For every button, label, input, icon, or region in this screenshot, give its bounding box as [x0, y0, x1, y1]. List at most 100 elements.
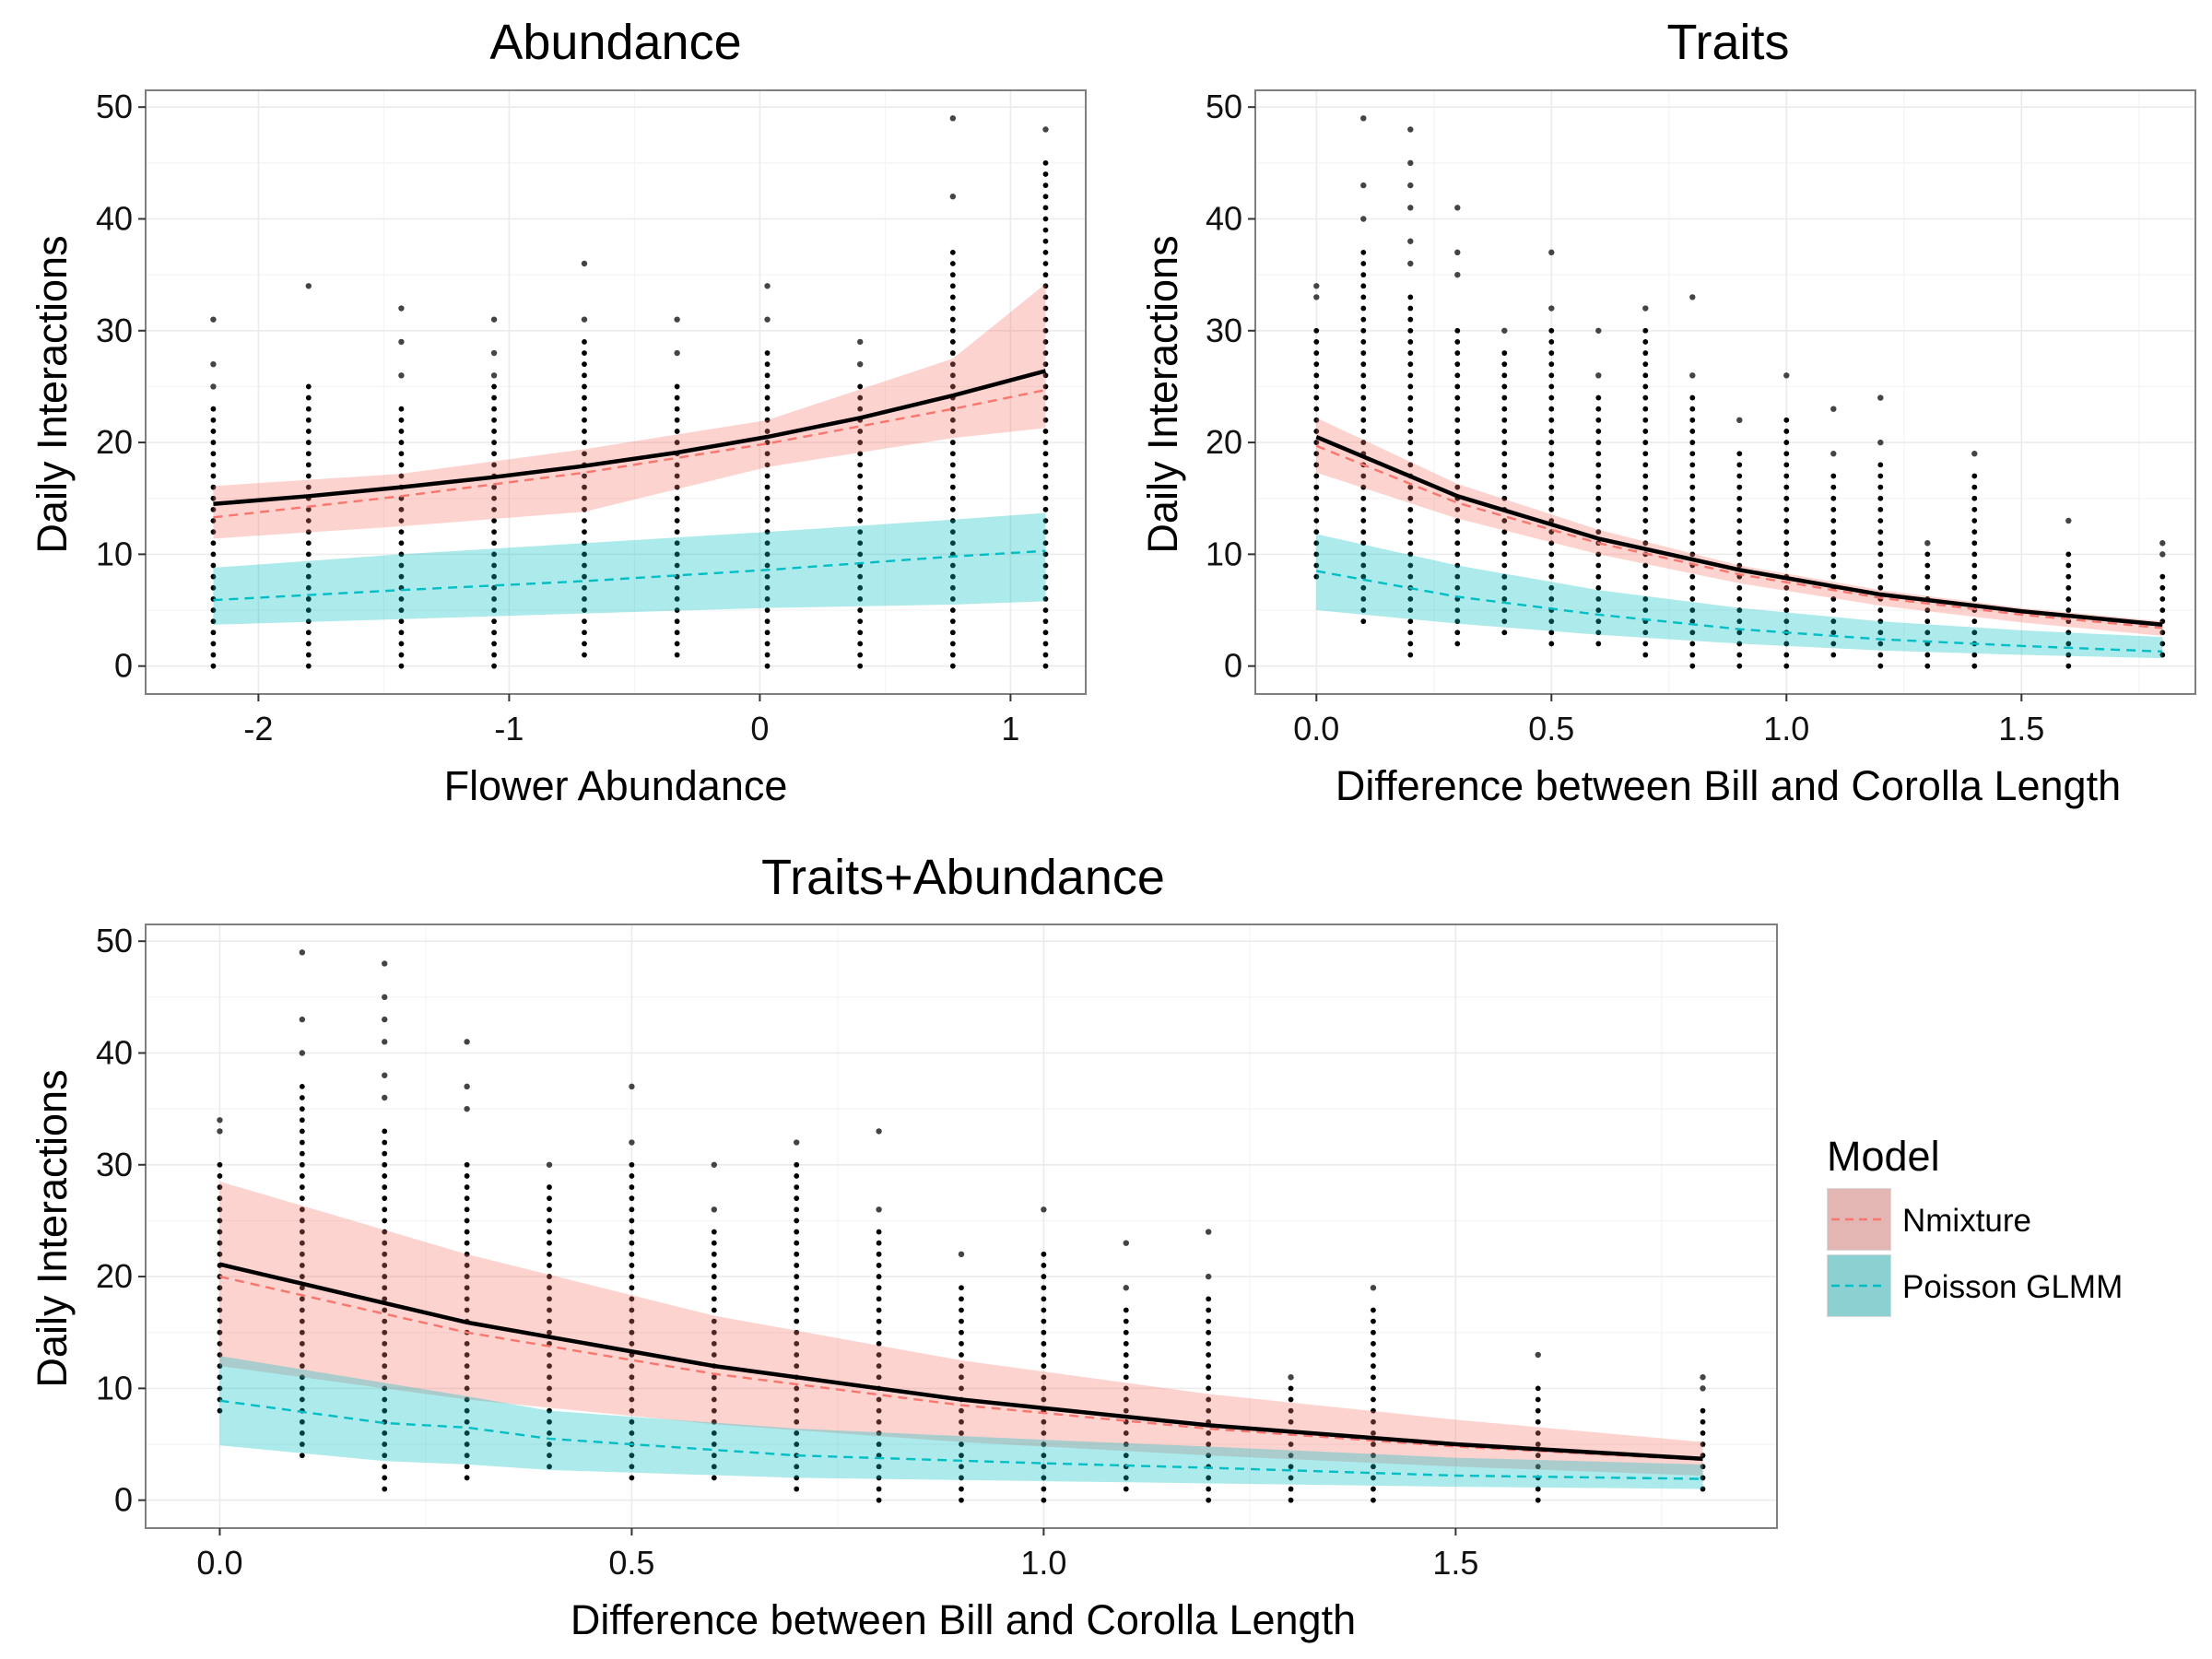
data-point-outlier	[299, 1016, 306, 1023]
data-point	[1371, 1363, 1376, 1370]
data-point	[1877, 529, 1884, 535]
data-point	[1206, 1430, 1212, 1436]
data-point	[1360, 484, 1367, 490]
data-point	[764, 595, 771, 602]
data-point	[857, 451, 864, 457]
data-point	[1642, 484, 1649, 490]
data-point	[1042, 618, 1049, 625]
data-point-outlier	[876, 1128, 882, 1135]
data-point	[674, 629, 680, 636]
data-point	[876, 1441, 882, 1447]
data-point	[217, 1251, 223, 1257]
data-point	[794, 1396, 800, 1403]
data-point	[217, 1229, 223, 1235]
data-point	[1689, 540, 1696, 547]
data-point	[1736, 629, 1743, 636]
data-point	[1042, 429, 1049, 434]
data-point	[1041, 1329, 1047, 1335]
data-point	[1689, 551, 1696, 558]
data-point	[464, 1475, 470, 1481]
data-point	[1736, 607, 1743, 613]
data-point	[1642, 562, 1649, 569]
data-point	[491, 618, 497, 625]
data-point	[794, 1464, 800, 1470]
data-point	[547, 1374, 552, 1381]
data-point	[1042, 417, 1049, 423]
data-point	[1371, 1453, 1376, 1459]
data-point	[711, 1430, 717, 1436]
y-tick-label: 10	[1206, 535, 1242, 572]
data-point	[1642, 394, 1649, 401]
data-point	[1123, 1430, 1129, 1436]
data-point	[398, 540, 405, 547]
data-point	[1454, 350, 1461, 356]
data-point	[1313, 506, 1320, 512]
data-point	[1783, 551, 1790, 558]
data-point	[582, 440, 587, 445]
data-point	[464, 1184, 470, 1190]
data-point	[464, 1173, 470, 1179]
data-point	[949, 495, 956, 501]
data-point	[959, 1374, 964, 1381]
data-point	[1360, 584, 1367, 591]
data-point	[1313, 573, 1320, 580]
data-point-outlier	[382, 960, 388, 967]
data-point	[1700, 1430, 1706, 1436]
data-point-outlier	[210, 360, 217, 368]
data-point	[764, 607, 771, 613]
data-point-outlier	[581, 316, 588, 323]
data-point	[299, 1150, 305, 1157]
data-point	[876, 1475, 882, 1481]
data-point	[547, 1240, 552, 1246]
data-point	[1689, 484, 1696, 490]
data-point	[299, 1117, 305, 1124]
data-point	[1736, 663, 1743, 669]
data-point	[1042, 641, 1049, 647]
data-point	[949, 361, 956, 368]
data-point	[1360, 261, 1367, 266]
data-point	[674, 417, 680, 423]
data-point	[1689, 417, 1696, 423]
data-point	[1548, 618, 1555, 625]
data-point	[210, 618, 217, 625]
data-point	[1360, 473, 1367, 479]
y-tick-label: 20	[1206, 423, 1242, 461]
data-point	[876, 1274, 882, 1279]
data-point	[1877, 607, 1884, 613]
data-point	[674, 506, 680, 512]
data-point-outlier	[1205, 1229, 1212, 1235]
data-point	[674, 529, 680, 535]
data-point-outlier	[2065, 517, 2072, 524]
data-point	[217, 1240, 223, 1246]
data-point	[1830, 607, 1837, 613]
data-point	[1595, 584, 1602, 591]
data-point	[464, 1296, 470, 1302]
data-point	[1041, 1430, 1047, 1436]
data-point	[382, 1352, 388, 1358]
data-point	[210, 518, 217, 524]
data-point	[1371, 1307, 1376, 1313]
data-point	[959, 1497, 964, 1503]
data-point	[1548, 383, 1555, 390]
data-point	[1642, 350, 1649, 356]
data-point	[1360, 339, 1367, 345]
data-point	[1042, 159, 1049, 166]
data-point	[299, 1418, 305, 1425]
data-point-outlier	[1041, 1206, 1047, 1213]
data-point	[711, 1374, 717, 1381]
data-point	[1123, 1453, 1129, 1459]
data-point	[398, 462, 405, 468]
data-point	[1371, 1385, 1376, 1392]
data-point	[1548, 506, 1555, 512]
data-point	[464, 1453, 470, 1459]
data-point	[582, 394, 587, 401]
data-point	[1501, 484, 1508, 490]
data-point	[1783, 540, 1790, 547]
data-point-outlier	[1370, 1285, 1377, 1291]
data-point	[582, 607, 587, 613]
data-point	[1313, 473, 1320, 479]
data-point-outlier	[1700, 1374, 1706, 1381]
data-point	[1924, 573, 1931, 580]
data-point	[299, 1296, 305, 1302]
data-point-outlier	[764, 283, 771, 289]
